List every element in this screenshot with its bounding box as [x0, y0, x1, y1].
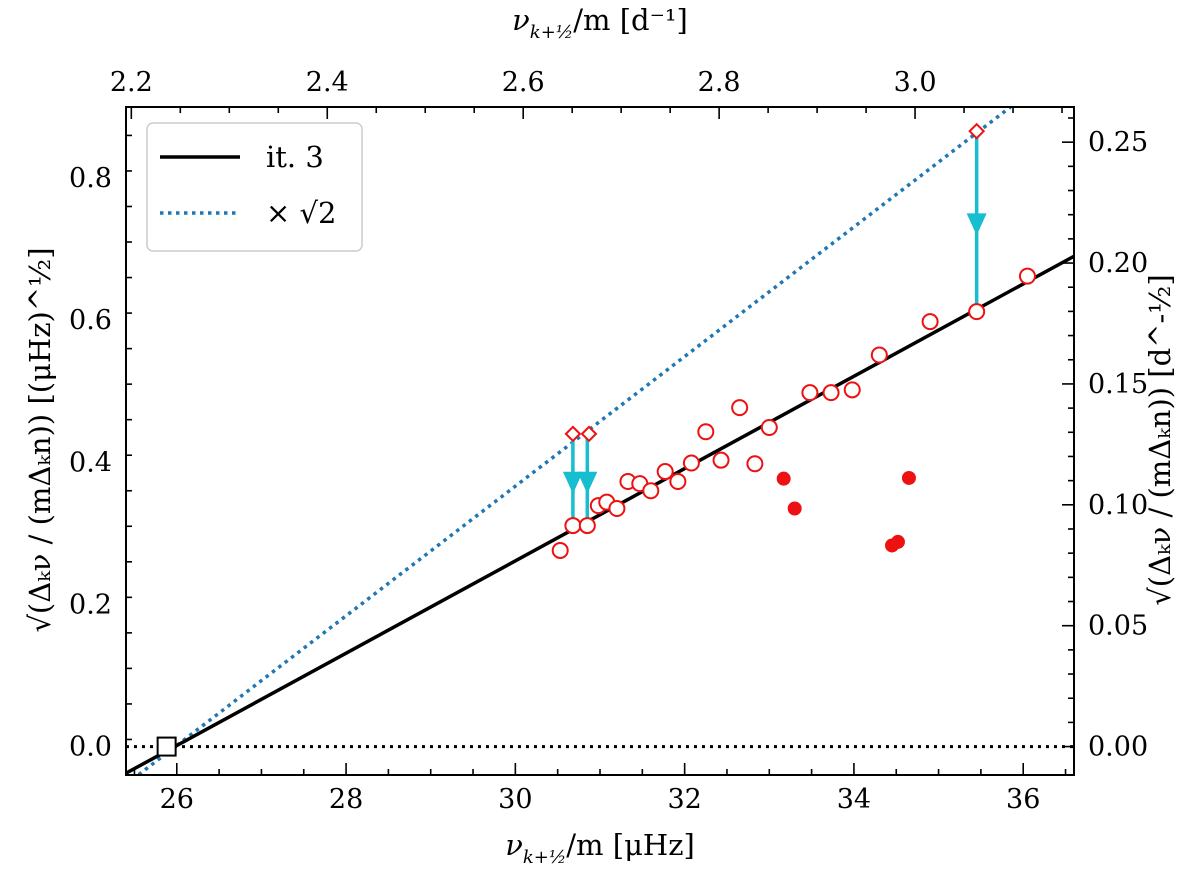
open-circle-point [642, 482, 660, 500]
top-tick-label: 3.0 [894, 67, 937, 98]
plot-frame [125, 106, 1075, 776]
open-circle-point [760, 418, 778, 436]
diamond-point [968, 122, 986, 140]
right-tick-label: 0.20 [1088, 248, 1148, 279]
diamond-point [580, 425, 598, 443]
right-tick-label: 0.00 [1088, 732, 1148, 763]
open-circle-point [746, 455, 764, 473]
open-circle-point [731, 399, 749, 417]
right-tick-label: 0.10 [1088, 490, 1148, 521]
plot-area [126, 107, 1074, 775]
legend-label-it3: it. 3 [266, 140, 324, 174]
x-tick-label: 36 [1006, 784, 1040, 815]
open-circle-point [551, 541, 569, 559]
filled-circle-point [901, 470, 916, 485]
open-circle-point [712, 451, 730, 469]
legend-label-sqrt2: × √2 [266, 196, 336, 230]
y-tick-label: 0.4 [69, 447, 112, 478]
arrow-head [966, 213, 987, 236]
open-circle-point [843, 381, 861, 399]
x-tick-label: 30 [498, 784, 532, 815]
series-line-sqrt2 [135, 107, 1012, 775]
legend: it. 3 × √2 [146, 122, 363, 252]
x-tick-label: 32 [667, 784, 701, 815]
open-circle-point [870, 346, 888, 364]
open-circle-point [1018, 267, 1036, 285]
reference-square [156, 736, 177, 757]
diamond-point [564, 425, 582, 443]
right-tick-label: 0.05 [1088, 611, 1148, 642]
right-axis-label: √(Δₖν / (mΔₖn)) [d^-½] [1143, 274, 1177, 605]
open-circle-point [564, 517, 582, 535]
open-circle-point [921, 313, 939, 331]
y-axis-label: √(Δₖν / (mΔₖn)) [(μHz)^½] [23, 247, 57, 632]
filled-circle-point [890, 534, 905, 549]
open-circle-point [801, 384, 819, 402]
x-tick-label: 26 [160, 784, 194, 815]
open-circle-point [682, 454, 700, 472]
open-circle-point [656, 463, 674, 481]
open-circle-point [669, 473, 687, 491]
right-tick-label: 0.25 [1088, 127, 1148, 158]
filled-circle-point [776, 471, 791, 486]
x-axis-label: νk+½/m [μHz] [505, 828, 695, 868]
top-tick-label: 2.4 [306, 67, 349, 98]
open-circle-point [608, 500, 626, 518]
tick-labels: 26 28 30 32 34 36 2.2 2.4 2.6 2.8 3.0 0.0 0.2 0.4 0.6 0… [69, 67, 1148, 815]
series-line-it3 [126, 254, 1074, 775]
open-circle-point [822, 384, 840, 402]
arrow-head [562, 471, 583, 494]
open-circle-point [968, 303, 986, 321]
top-tick-label: 2.8 [698, 67, 741, 98]
arrow-head [577, 471, 598, 494]
y-tick-label: 0.2 [69, 589, 112, 620]
x-tick-label: 28 [329, 784, 363, 815]
filled-circle-point [787, 501, 802, 516]
top-tick-label: 2.2 [110, 67, 153, 98]
open-circle-point [697, 423, 715, 441]
y-tick-label: 0.6 [69, 305, 112, 336]
x-tick-label: 34 [837, 784, 871, 815]
top-axis-label: νk+½/m [d⁻¹] [512, 3, 688, 43]
top-tick-label: 2.6 [502, 67, 545, 98]
y-tick-label: 0.8 [69, 163, 112, 194]
right-tick-label: 0.15 [1088, 369, 1148, 400]
open-circle-point [578, 517, 596, 535]
legend-frame [146, 122, 363, 252]
y-tick-label: 0.0 [69, 732, 112, 763]
